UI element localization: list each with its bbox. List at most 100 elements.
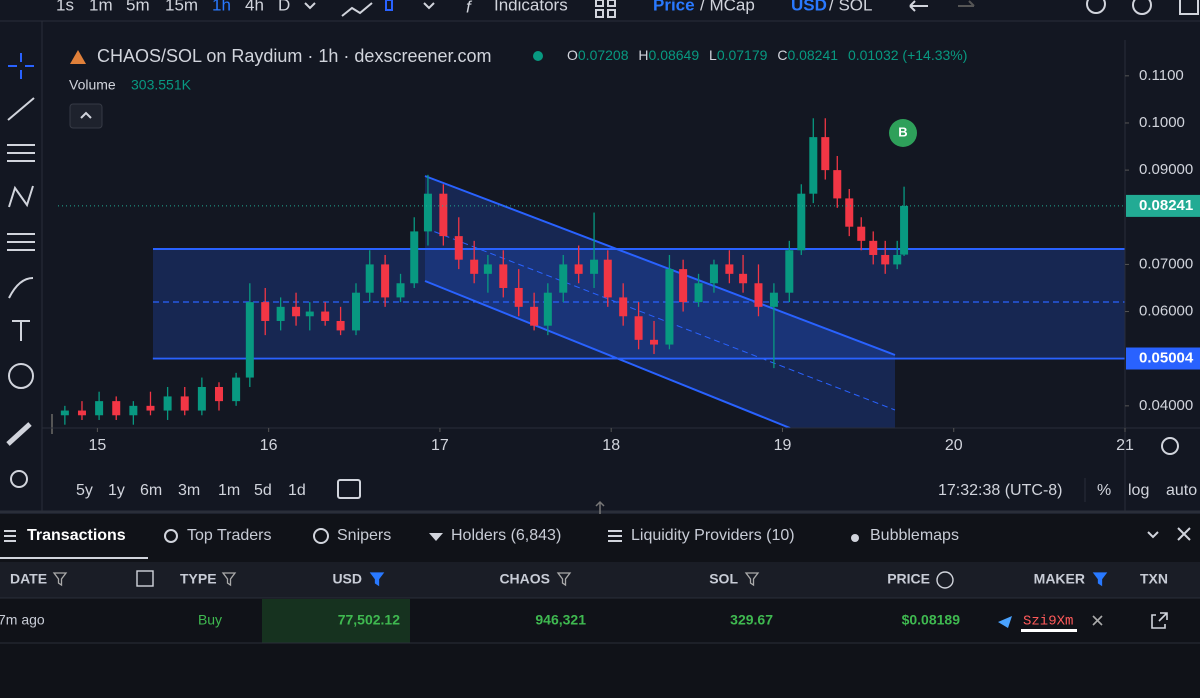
usd-highlight xyxy=(262,599,410,643)
interval-button[interactable]: 1s xyxy=(56,0,74,14)
projection-tool[interactable] xyxy=(7,233,35,251)
chart-type-icon[interactable] xyxy=(341,2,373,17)
candle-body xyxy=(146,405,155,411)
y-tick-label: 0.1000 xyxy=(1139,114,1185,131)
x-tick-label: 16 xyxy=(260,437,278,454)
range-button[interactable]: 1d xyxy=(288,482,306,499)
interval-button[interactable]: 4h xyxy=(245,0,264,14)
candle-body xyxy=(785,250,794,293)
price-toggle-icon[interactable] xyxy=(936,571,954,589)
candle-icon[interactable] xyxy=(385,0,393,11)
candle-body xyxy=(665,269,674,345)
candle-body xyxy=(739,273,748,284)
candle-body xyxy=(869,240,878,255)
price-toggle[interactable]: Price xyxy=(653,0,695,14)
tab-icon xyxy=(608,530,622,542)
dropdown-icon[interactable] xyxy=(423,2,435,10)
tab[interactable]: Top Traders xyxy=(187,527,271,544)
axis-settings-icon[interactable] xyxy=(1161,437,1179,455)
collapse-button[interactable] xyxy=(69,103,103,129)
mcap-toggle[interactable]: / MCap xyxy=(700,0,755,14)
layout-icon[interactable] xyxy=(595,0,604,7)
table: DATE TYPE USD CHAOS SOL PRICE MAKER TXN 7m ago Bu… xyxy=(0,570,1200,644)
interval-button[interactable]: 1h xyxy=(212,0,231,14)
range-button[interactable]: 1y xyxy=(108,482,125,499)
y-tick-label: 0.07000 xyxy=(1139,255,1193,272)
dropdown-icon[interactable] xyxy=(1147,531,1159,539)
emoji-tool[interactable] xyxy=(8,363,34,389)
drawing-toolbar xyxy=(6,21,53,512)
indicators-button[interactable]: Indicators xyxy=(494,0,568,14)
scale-option[interactable]: log xyxy=(1128,482,1149,499)
filter-maker-icon[interactable] xyxy=(1092,615,1103,626)
range-button[interactable]: 3m xyxy=(178,482,200,499)
tab[interactable]: Liquidity Providers (10) xyxy=(631,527,795,544)
candle-body xyxy=(336,320,345,331)
tab[interactable]: Transactions xyxy=(27,527,126,544)
table-cell: 77,502.12 xyxy=(338,612,400,628)
redo-icon[interactable] xyxy=(958,0,975,7)
x-tick-label: 17 xyxy=(431,437,449,454)
y-tick-label: 0.06000 xyxy=(1139,303,1193,320)
change: 0.01032 (+14.33%) xyxy=(848,47,967,63)
scale-option[interactable]: % xyxy=(1097,482,1111,499)
dropdown-icon[interactable] xyxy=(304,2,316,10)
tab[interactable]: Snipers xyxy=(337,527,391,544)
text-tool[interactable] xyxy=(12,320,30,341)
candle-body xyxy=(893,254,902,265)
candle-body xyxy=(499,264,508,288)
close-panel-icon[interactable] xyxy=(1177,527,1191,541)
o-label: O xyxy=(567,47,578,63)
tab[interactable]: Holders (6,843) xyxy=(451,527,561,544)
ruler-tool[interactable] xyxy=(6,422,32,446)
candle-body xyxy=(112,401,121,416)
interval-button[interactable]: 15m xyxy=(165,0,198,14)
tab[interactable]: Bubblemaps xyxy=(870,527,959,544)
open-tx-icon[interactable] xyxy=(1151,612,1168,629)
tab-icon xyxy=(4,530,16,542)
candle-body xyxy=(276,306,285,321)
chevron xyxy=(80,111,92,119)
scale-option[interactable]: auto xyxy=(1166,482,1197,499)
goto-date-icon[interactable] xyxy=(337,479,361,499)
candle-body xyxy=(163,396,172,411)
filter-icon[interactable] xyxy=(1092,572,1108,587)
zoom-tool[interactable] xyxy=(10,470,28,488)
candle-body xyxy=(833,170,842,199)
volume-label: Volume xyxy=(69,77,116,93)
filter-icon[interactable] xyxy=(556,572,572,587)
range-button[interactable]: 5y xyxy=(76,482,93,499)
undo-icon[interactable] xyxy=(909,0,928,12)
usd-toggle[interactable]: USD xyxy=(791,0,827,14)
interval-button[interactable]: 5m xyxy=(126,0,150,14)
search-icon[interactable] xyxy=(1086,0,1106,14)
tab-icon xyxy=(164,529,178,543)
filter-icon[interactable] xyxy=(221,572,237,587)
candle-body xyxy=(180,396,189,411)
candle-body xyxy=(679,269,688,303)
range-button[interactable]: 6m xyxy=(140,482,162,499)
sol-toggle[interactable]: / SOL xyxy=(829,0,872,14)
crosshair-tool[interactable] xyxy=(8,53,34,79)
settings-icon[interactable] xyxy=(1132,0,1152,15)
trendline-tool[interactable] xyxy=(7,97,35,121)
c-value: 0.08241 xyxy=(787,47,838,63)
filter-icon[interactable] xyxy=(744,572,760,587)
fullscreen-icon[interactable] xyxy=(1179,0,1199,15)
range-button[interactable]: 1m xyxy=(218,482,240,499)
candle-body xyxy=(214,386,223,402)
range-button[interactable]: 5d xyxy=(254,482,272,499)
interval-button[interactable]: D xyxy=(278,0,290,14)
pattern-tool[interactable] xyxy=(8,185,34,208)
h-label: H xyxy=(638,47,648,63)
filter-icon[interactable] xyxy=(52,572,68,587)
fx-icon[interactable]: f xyxy=(466,0,473,16)
interval-button[interactable]: 1m xyxy=(89,0,113,14)
calendar-icon[interactable] xyxy=(136,570,154,587)
filter-icon[interactable] xyxy=(369,572,385,587)
column-header: PRICE xyxy=(887,571,930,587)
fib-tool[interactable] xyxy=(7,144,35,162)
brush-tool[interactable] xyxy=(8,277,34,299)
candle-body xyxy=(470,259,479,274)
